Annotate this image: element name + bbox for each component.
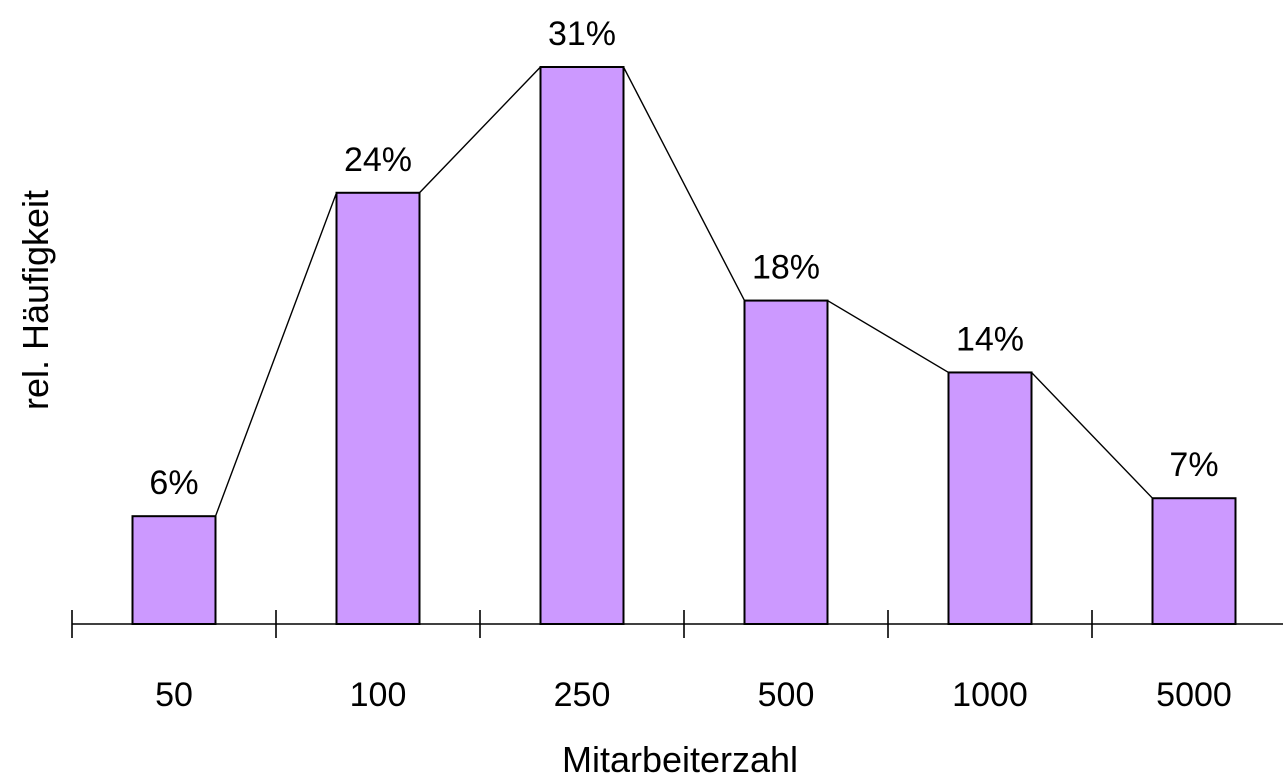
bar-500 [743, 299, 829, 625]
bar-250 [539, 66, 625, 625]
bar-5000 [1151, 497, 1237, 625]
bars [131, 66, 1237, 625]
bar-50 [131, 515, 217, 625]
tick-label-250: 250 [554, 676, 611, 714]
bar-1000 [947, 371, 1033, 625]
data-label-250: 31% [548, 15, 616, 53]
trend-line [132, 66, 1236, 517]
tick-label-500: 500 [758, 676, 815, 714]
data-label-500: 18% [752, 249, 820, 287]
x-axis-ticks [71, 610, 1093, 638]
data-label-50: 6% [149, 464, 198, 502]
tick-label-5000: 5000 [1156, 676, 1232, 714]
data-label-5000: 7% [1169, 446, 1218, 484]
x-axis-title: Mitarbeiterzahl [562, 739, 798, 780]
y-axis-title: rel. Häufigkeit [15, 190, 56, 410]
value-labels: 6% 24% 31% 18% 14% 7% [149, 15, 1218, 502]
bar-100 [335, 191, 421, 625]
tick-label-100: 100 [350, 676, 407, 714]
tick-label-50: 50 [155, 676, 193, 714]
x-axis-tick-labels: 50 100 250 500 1000 5000 [155, 676, 1232, 714]
data-label-100: 24% [344, 141, 412, 179]
tick-label-1000: 1000 [952, 676, 1028, 714]
data-label-1000: 14% [956, 320, 1024, 358]
